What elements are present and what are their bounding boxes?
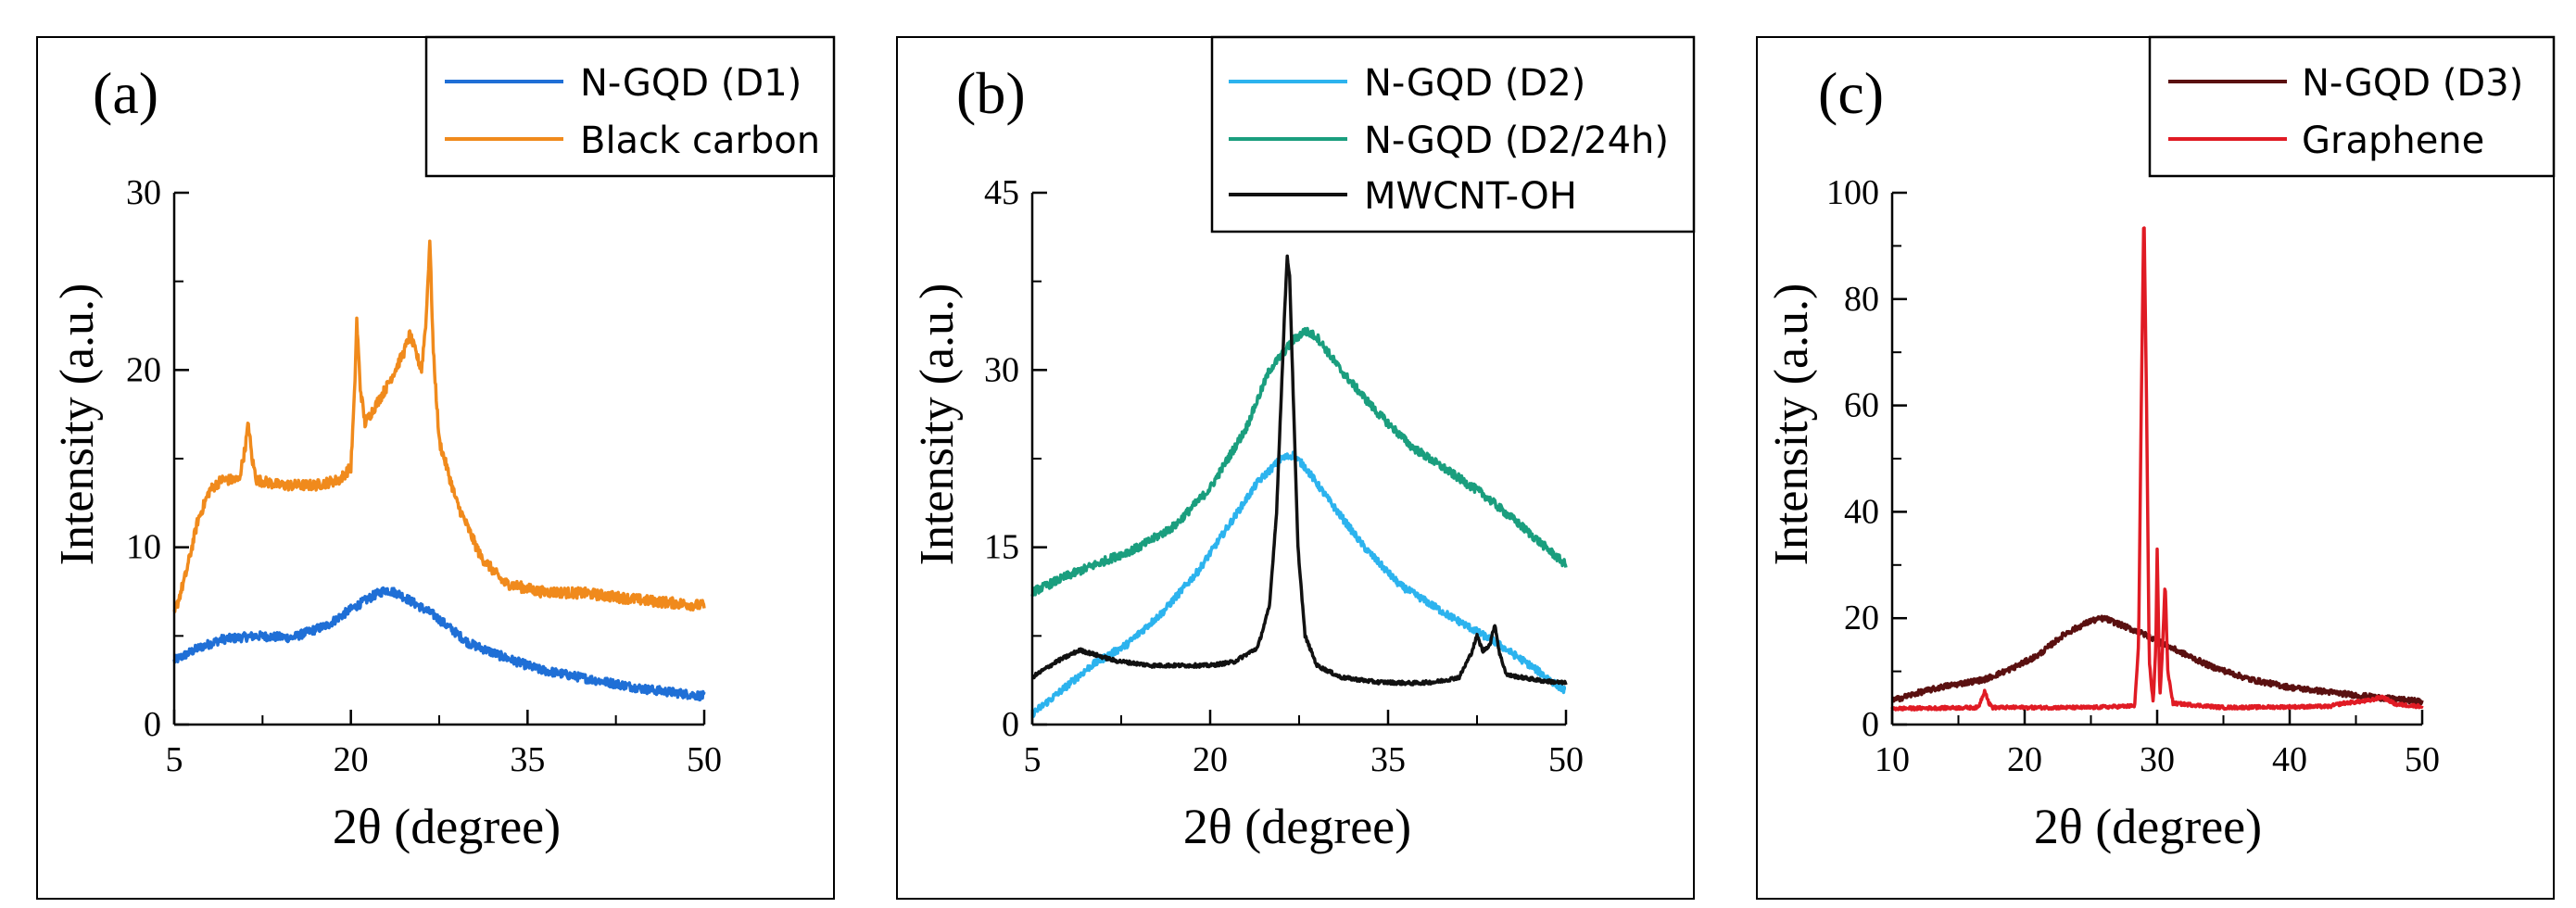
- panel-c-label: (c): [1818, 60, 1884, 126]
- panel-a: (a) 0 10 20 30 5 20 35 50 Intensity (a.u.) 2θ (…: [36, 35, 836, 900]
- panel-b-legend-box: [1210, 35, 1696, 233]
- x-tick-label-a: 5: [166, 740, 183, 779]
- y-tick-label-c: 80: [1844, 280, 1879, 319]
- y-tick-label-c: 20: [1844, 599, 1879, 637]
- y-tick-label-b: 0: [1002, 705, 1019, 744]
- x-tick-label-b: 35: [1370, 740, 1406, 779]
- y-tick-label-c: 100: [1826, 173, 1879, 212]
- legend-label-n-gqd-d2: N-GQD (D2): [1364, 62, 1585, 105]
- legend-label-graphene: Graphene: [2302, 120, 2484, 162]
- panel-c-ylabel: Intensity (a.u.): [1765, 284, 1818, 566]
- x-tick-label-b: 50: [1548, 740, 1584, 779]
- panel-a-label: (a): [93, 60, 158, 126]
- x-tick-label-c: 30: [2140, 740, 2175, 779]
- legend-label-n-gqd-d3: N-GQD (D3): [2302, 62, 2523, 105]
- legend-label-n-gqd-d1: N-GQD (D1): [580, 62, 802, 105]
- panel-b-xlabel: 2θ (degree): [1183, 799, 1411, 854]
- y-tick-label-b: 45: [984, 173, 1019, 212]
- panel-a-legend: N-GQD (D1) Black carbon: [424, 35, 836, 178]
- x-tick-label-c: 40: [2272, 740, 2307, 779]
- panel-a-ylabel: Intensity (a.u.): [51, 284, 104, 566]
- legend-label-black-carbon: Black carbon: [580, 120, 820, 162]
- x-tick-label-b: 5: [1024, 740, 1042, 779]
- x-tick-label-c: 50: [2405, 740, 2440, 779]
- panel-c-plot: 0 20 40 60 80 100 10 20 30 40 50: [1826, 173, 2440, 779]
- y-tick-label-c: 60: [1844, 386, 1879, 425]
- x-tick-label-c: 10: [1875, 740, 1910, 779]
- panel-a-xlabel: 2θ (degree): [333, 799, 561, 854]
- series-line-n-gqd-d2-24h: [1030, 326, 1568, 598]
- panel-b-plot: 0 15 30 45 5 20 35 50: [984, 173, 1584, 779]
- legend-label-n-gqd-d2-24h: N-GQD (D2/24h): [1364, 120, 1669, 162]
- y-tick-label-b: 30: [984, 350, 1019, 389]
- series-line-graphene: [1890, 226, 2424, 712]
- panel-c-xlabel: 2θ (degree): [2034, 799, 2262, 854]
- panel-a-plot: 0 10 20 30 5 20 35 50: [126, 173, 722, 779]
- y-tick-label-a: 10: [126, 528, 161, 567]
- x-tick-label-b: 20: [1193, 740, 1228, 779]
- y-tick-label-b: 15: [984, 528, 1019, 567]
- panel-a-legend-box: [424, 35, 836, 178]
- legend-label-mwcnt-oh: MWCNT-OH: [1364, 175, 1577, 218]
- series-line-mwcnt-oh: [1030, 254, 1568, 687]
- panel-b-legend: N-GQD (D2) N-GQD (D2/24h) MWCNT-OH: [1210, 35, 1696, 233]
- y-tick-label-c: 40: [1844, 492, 1879, 531]
- panel-c-legend: N-GQD (D3) Graphene: [2148, 35, 2556, 178]
- series-line-n-gqd-d1: [172, 586, 706, 702]
- panel-b-label: (b): [956, 60, 1026, 126]
- y-tick-label-c: 0: [1862, 705, 1879, 744]
- panel-c-legend-box: [2148, 35, 2556, 178]
- x-tick-label-a: 20: [334, 740, 369, 779]
- panel-c: (c) 0 20 40 60 80 100 10 20 30 40 50 Intensity (a.…: [1756, 35, 2556, 900]
- y-tick-label-a: 0: [144, 705, 161, 744]
- series-line-black-carbon: [172, 239, 706, 613]
- x-tick-label-a: 50: [687, 740, 722, 779]
- panel-b: (b) 0 15 30 45 5 20 35 50 Intensity (a.u.) 2θ (…: [896, 35, 1696, 900]
- series-line-n-gqd-d2: [1030, 450, 1568, 718]
- x-tick-label-c: 20: [2007, 740, 2042, 779]
- panel-b-ylabel: Intensity (a.u.): [911, 284, 964, 566]
- x-tick-label-a: 35: [510, 740, 545, 779]
- y-tick-label-a: 20: [126, 350, 161, 389]
- y-tick-label-a: 30: [126, 173, 161, 212]
